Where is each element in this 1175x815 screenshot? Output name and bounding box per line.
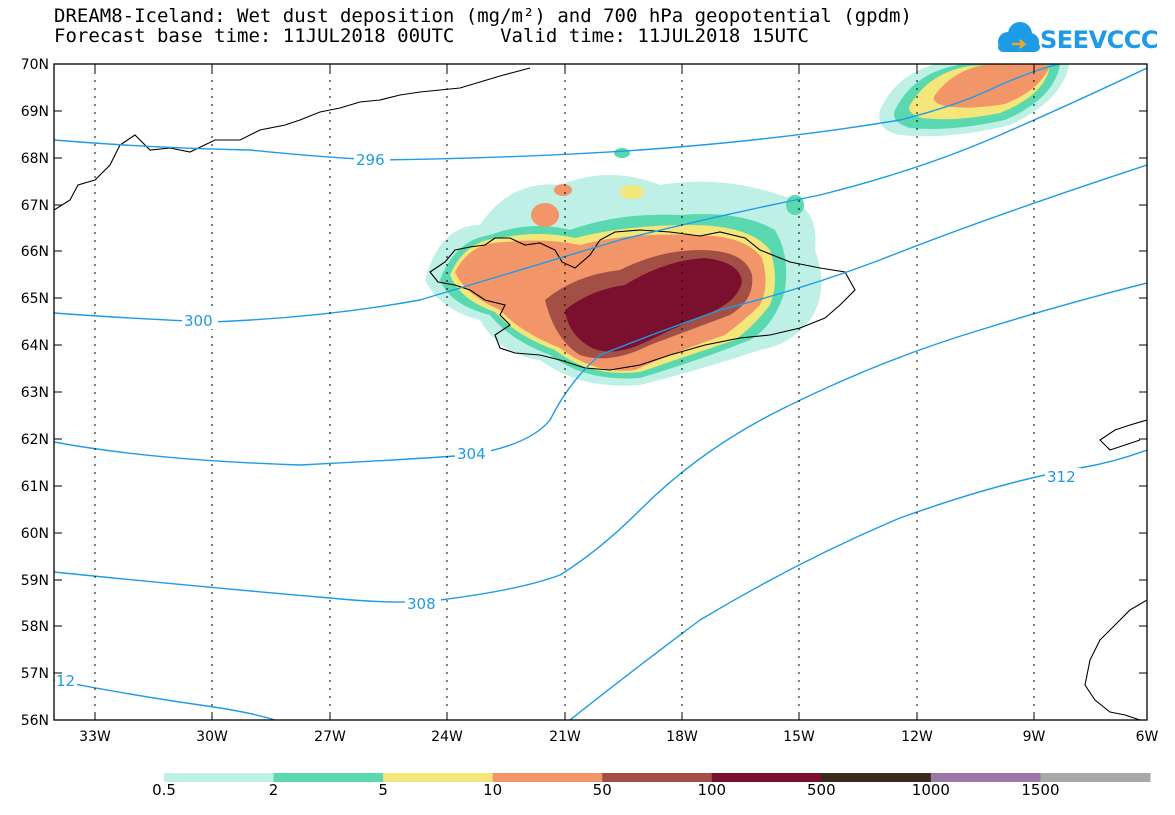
colorbar-swatch <box>164 773 275 782</box>
lon-label: 6W <box>1136 729 1159 745</box>
colorbar-label: 1500 <box>1021 781 1060 799</box>
lon-gridlines <box>94 64 1035 720</box>
lat-label: 64N <box>21 338 49 354</box>
contour-label-312: 312 <box>1047 468 1076 486</box>
colorbar-swatch <box>930 773 1041 782</box>
lon-label: 24W <box>431 729 463 745</box>
dust-spot-4 <box>786 195 804 215</box>
colorbar-label: 2 <box>268 781 279 799</box>
colorbar-label: 50 <box>592 781 612 799</box>
colorbar-label: 5 <box>378 781 388 799</box>
scotland-coastline <box>1084 599 1147 720</box>
contour-296 <box>54 64 1061 161</box>
colorbar-swatch <box>273 773 384 782</box>
map-frame <box>53 63 1148 721</box>
contour-label-304: 304 <box>457 445 486 463</box>
lat-label: 59N <box>21 573 49 589</box>
lat-label: 57N <box>21 666 49 682</box>
colorbar-label: 1000 <box>911 781 950 799</box>
lat-label: 69N <box>21 104 49 120</box>
lat-label: 65N <box>21 291 49 307</box>
contour-312-west <box>54 679 276 720</box>
colorbar-swatch <box>383 773 494 782</box>
logo-text: SEEVCCC <box>1040 26 1159 54</box>
contour-312-east <box>569 449 1147 720</box>
map-subtitle: Forecast base time: 11JUL2018 00UTC Vali… <box>54 25 809 47</box>
contour-308 <box>54 282 1147 603</box>
lat-label: 56N <box>21 713 49 729</box>
lat-label: 67N <box>21 198 49 214</box>
colorbar-swatch <box>492 773 603 782</box>
colorbar-label: 100 <box>697 781 727 799</box>
contour-label-296: 296 <box>356 151 385 169</box>
contour-label-308: 308 <box>407 595 436 613</box>
contour-label-12: 12 <box>56 672 75 690</box>
map-title: DREAM8-Iceland: Wet dust deposition (mg/… <box>54 5 912 27</box>
iceland-coastline <box>429 229 856 371</box>
dust-spot-1 <box>531 203 559 227</box>
colorbar-swatch <box>821 773 932 782</box>
lat-label: 62N <box>21 432 49 448</box>
lat-label: 58N <box>21 619 49 635</box>
colorbar-label: 0.5 <box>152 781 176 799</box>
coastlines <box>54 67 1147 720</box>
lon-label: 27W <box>314 729 346 745</box>
norway-coastline <box>1099 419 1147 451</box>
colorbar-swatch <box>711 773 822 782</box>
tick-marks <box>54 63 1147 720</box>
colorbar-label: 10 <box>483 781 503 799</box>
lat-label: 66N <box>21 244 49 260</box>
dust-deposition-field <box>425 64 1070 386</box>
geopotential-contours <box>54 64 1147 720</box>
dust-spot-5 <box>614 148 630 158</box>
lon-label: 9W <box>1023 729 1046 745</box>
latitude-labels: 70N 69N 68N 67N 66N 65N 64N 63N 62N 61N … <box>21 57 49 729</box>
lon-label: 12W <box>901 729 933 745</box>
contour-labels: 296 300 304 308 312 12 <box>55 151 1081 690</box>
cloud-logo-icon <box>998 22 1040 52</box>
lat-label: 60N <box>21 526 49 542</box>
longitude-labels: 33W 30W 27W 24W 21W 18W 15W 12W 9W 6W <box>79 729 1158 745</box>
lon-label: 18W <box>666 729 698 745</box>
greenland-coastline <box>54 67 531 211</box>
dust-level-6 <box>565 258 742 352</box>
contour-label-300: 300 <box>184 312 213 330</box>
lon-label: 15W <box>783 729 815 745</box>
dust-spot-2 <box>554 184 572 196</box>
colorbar <box>164 773 1151 782</box>
dust-blob-ne-4 <box>933 64 1050 108</box>
lon-label: 30W <box>196 729 228 745</box>
colorbar-swatch <box>1040 773 1151 782</box>
lon-label: 33W <box>79 729 111 745</box>
colorbar-label: 500 <box>807 781 836 799</box>
dust-spot-3 <box>620 185 644 199</box>
lat-label: 70N <box>21 57 49 73</box>
contour-304 <box>54 164 1147 466</box>
colorbar-swatch <box>602 773 713 782</box>
lon-label: 21W <box>549 729 581 745</box>
lat-label: 63N <box>21 385 49 401</box>
lat-label: 68N <box>21 151 49 167</box>
lat-label: 61N <box>21 479 49 495</box>
